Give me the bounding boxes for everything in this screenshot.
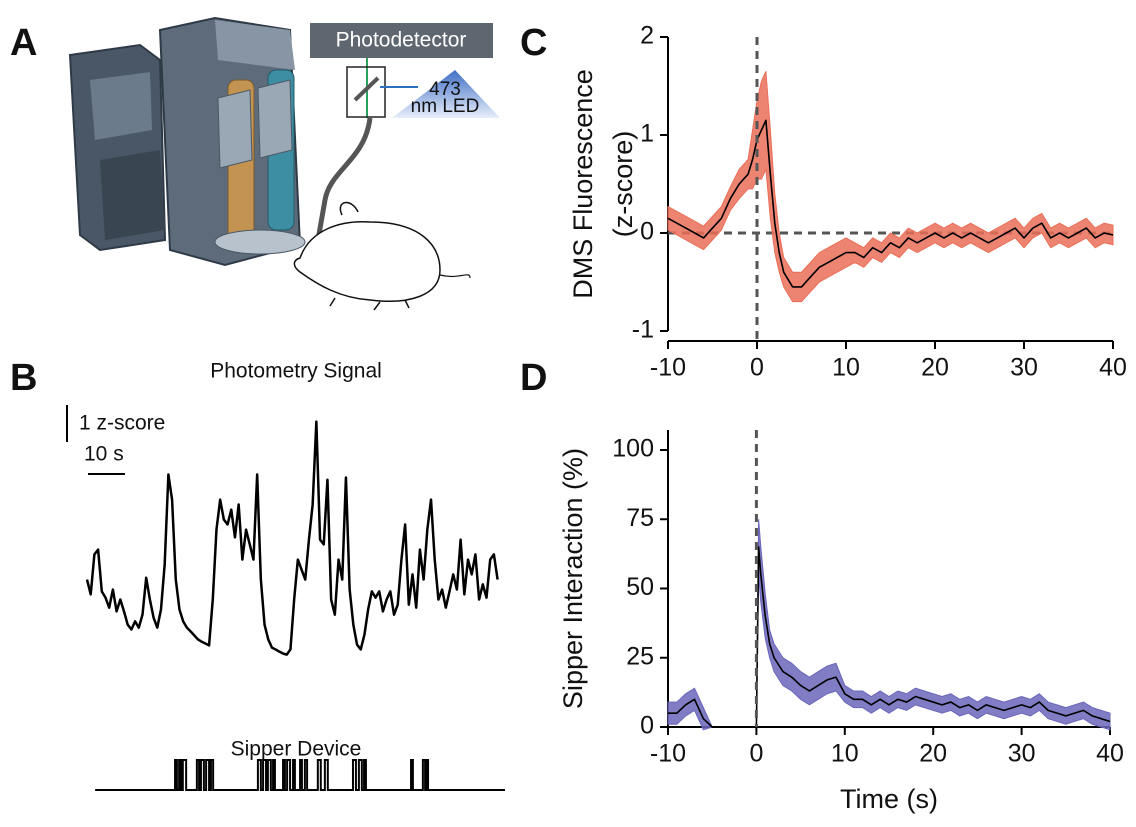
x-tick-label: 20 bbox=[921, 354, 949, 382]
scale-bar-label: 10 s bbox=[84, 443, 124, 466]
x-tick-label: 0 bbox=[750, 354, 764, 382]
x-tick-label: 40 bbox=[1099, 354, 1127, 382]
led-label: nm LED bbox=[411, 96, 480, 117]
panel-title: Photometry Signal bbox=[210, 360, 382, 383]
panel-label: B bbox=[10, 357, 37, 399]
photodetector-label: Photodetector bbox=[336, 29, 467, 52]
y-tick-label: 100 bbox=[612, 435, 654, 463]
panel-label: A bbox=[10, 22, 37, 64]
y-tick-label: 25 bbox=[626, 642, 654, 670]
x-tick-label: 30 bbox=[1008, 740, 1036, 768]
y-tick-label: 0 bbox=[640, 218, 654, 246]
panel-label: C bbox=[520, 22, 547, 64]
x-tick-label: 20 bbox=[919, 740, 947, 768]
data-line bbox=[667, 119, 1114, 288]
y-tick-label: 2 bbox=[640, 22, 654, 50]
x-tick-label: 0 bbox=[749, 740, 763, 768]
error-band bbox=[667, 519, 1111, 731]
y-axis-label: (z-score) bbox=[608, 131, 638, 238]
x-tick-label: 30 bbox=[1010, 354, 1038, 382]
x-tick-label: -10 bbox=[650, 354, 686, 382]
x-tick-label: 10 bbox=[832, 354, 860, 382]
panel-title: Sipper Device bbox=[231, 738, 362, 761]
y-tick-label: 0 bbox=[640, 712, 654, 740]
y-tick-label: -1 bbox=[632, 316, 654, 344]
panel-label: D bbox=[520, 357, 547, 399]
y-axis-label: Sipper Interaction (%) bbox=[558, 448, 588, 709]
device-illustration bbox=[68, 16, 306, 267]
step-line bbox=[95, 759, 505, 791]
x-tick-label: 40 bbox=[1096, 740, 1124, 768]
x-tick-label: -10 bbox=[650, 740, 686, 768]
scale-bar-label: 1 z-score bbox=[79, 412, 165, 435]
y-tick-label: 1 bbox=[640, 120, 654, 148]
data-line bbox=[85, 420, 499, 656]
x-axis-label: Time (s) bbox=[840, 784, 938, 814]
charts: Photometry Signal 1 z-score 10 s Sipper Dev… bbox=[66, 22, 1127, 814]
data-line bbox=[668, 546, 1111, 728]
x-tick-label: 10 bbox=[831, 740, 859, 768]
y-tick-label: 75 bbox=[626, 504, 654, 532]
photodetector-box bbox=[310, 23, 493, 58]
led-label: 473 bbox=[429, 79, 461, 100]
error-band bbox=[667, 71, 1114, 303]
y-tick-label: 50 bbox=[626, 573, 654, 601]
photometry-setup: Photodetector 473 nm LED bbox=[293, 23, 500, 311]
y-axis-label: DMS Fluorescence bbox=[568, 69, 598, 299]
